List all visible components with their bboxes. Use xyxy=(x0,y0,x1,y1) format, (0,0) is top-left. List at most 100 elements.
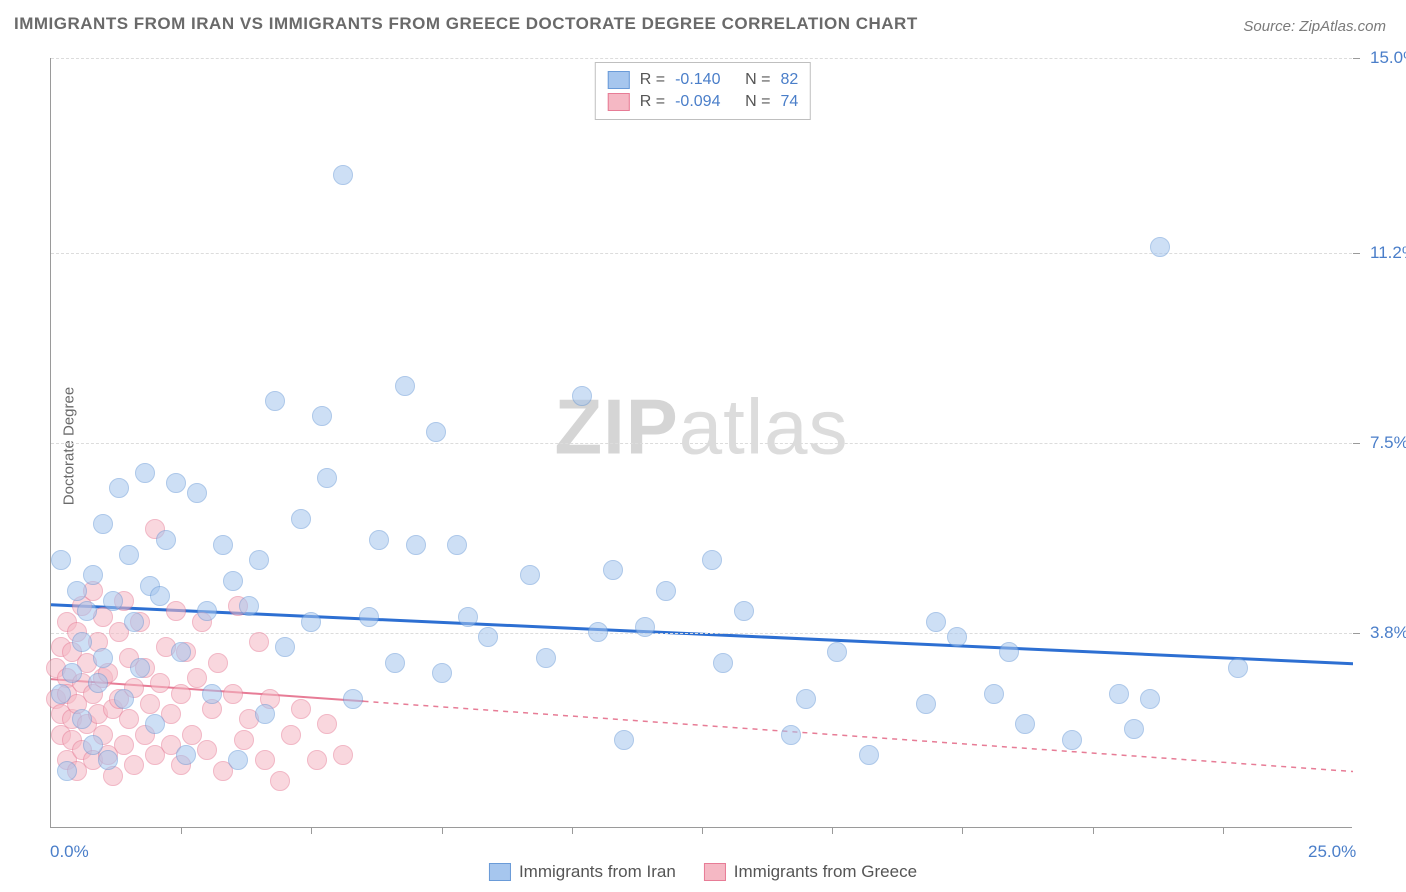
data-point-greece xyxy=(208,653,228,673)
legend-label-greece: Immigrants from Greece xyxy=(734,862,917,882)
x-tick-label: 0.0% xyxy=(50,842,89,862)
data-point-iran xyxy=(312,406,332,426)
x-tick xyxy=(702,827,703,834)
data-point-iran xyxy=(166,473,186,493)
data-point-greece xyxy=(166,601,186,621)
data-point-iran xyxy=(228,750,248,770)
n-value-iran: 82 xyxy=(780,71,798,89)
data-point-iran xyxy=(536,648,556,668)
data-point-greece xyxy=(255,750,275,770)
data-point-iran xyxy=(385,653,405,673)
x-tick xyxy=(442,827,443,834)
data-point-iran xyxy=(145,714,165,734)
data-point-iran xyxy=(109,478,129,498)
grid-line xyxy=(51,633,1352,634)
data-point-iran xyxy=(1140,689,1160,709)
data-point-iran xyxy=(1109,684,1129,704)
data-point-greece xyxy=(182,725,202,745)
data-point-iran xyxy=(275,637,295,657)
stats-row-greece: R = -0.094 N = 74 xyxy=(608,91,798,113)
data-point-iran xyxy=(1150,237,1170,257)
stats-legend: R = -0.140 N = 82 R = -0.094 N = 74 xyxy=(595,62,811,120)
data-point-iran xyxy=(197,601,217,621)
data-point-iran xyxy=(255,704,275,724)
data-point-iran xyxy=(588,622,608,642)
data-point-iran xyxy=(150,586,170,606)
data-point-iran xyxy=(478,627,498,647)
y-tick-label: 11.2% xyxy=(1370,243,1406,263)
y-tick xyxy=(1353,58,1360,59)
watermark: ZIPatlas xyxy=(554,382,848,473)
legend-label-iran: Immigrants from Iran xyxy=(519,862,676,882)
data-point-greece xyxy=(317,714,337,734)
data-point-iran xyxy=(781,725,801,745)
data-point-greece xyxy=(270,771,290,791)
data-point-iran xyxy=(72,709,92,729)
data-point-iran xyxy=(447,535,467,555)
stats-row-iran: R = -0.140 N = 82 xyxy=(608,69,798,91)
data-point-iran xyxy=(520,565,540,585)
y-tick xyxy=(1353,633,1360,634)
data-point-iran xyxy=(130,658,150,678)
data-point-iran xyxy=(395,376,415,396)
data-point-iran xyxy=(426,422,446,442)
data-point-iran xyxy=(635,617,655,637)
data-point-iran xyxy=(603,560,623,580)
data-point-iran xyxy=(223,571,243,591)
series-legend: Immigrants from Iran Immigrants from Gre… xyxy=(489,862,917,882)
data-point-iran xyxy=(239,596,259,616)
watermark-rest: atlas xyxy=(679,383,849,471)
data-point-iran xyxy=(614,730,634,750)
data-point-iran xyxy=(317,468,337,488)
data-point-iran xyxy=(796,689,816,709)
swatch-greece-b xyxy=(704,863,726,881)
data-point-iran xyxy=(98,750,118,770)
x-tick xyxy=(572,827,573,834)
data-point-iran xyxy=(1124,719,1144,739)
n-value-greece: 74 xyxy=(780,93,798,111)
correlation-chart: IMMIGRANTS FROM IRAN VS IMMIGRANTS FROM … xyxy=(0,0,1406,892)
plot-area: ZIPatlas xyxy=(50,58,1352,828)
data-point-iran xyxy=(916,694,936,714)
data-point-iran xyxy=(859,745,879,765)
data-point-iran xyxy=(333,165,353,185)
grid-line xyxy=(51,58,1352,59)
n-label-greece: N = xyxy=(745,93,770,111)
data-point-iran xyxy=(359,607,379,627)
legend-item-greece: Immigrants from Greece xyxy=(704,862,917,882)
grid-line xyxy=(51,443,1352,444)
data-point-iran xyxy=(67,581,87,601)
data-point-greece xyxy=(307,750,327,770)
n-label-iran: N = xyxy=(745,71,770,89)
y-tick-label: 3.8% xyxy=(1370,623,1406,643)
data-point-iran xyxy=(265,391,285,411)
data-point-iran xyxy=(249,550,269,570)
data-point-iran xyxy=(458,607,478,627)
data-point-iran xyxy=(135,463,155,483)
source-attribution: Source: ZipAtlas.com xyxy=(1243,18,1386,35)
data-point-iran xyxy=(1228,658,1248,678)
data-point-greece xyxy=(124,755,144,775)
data-point-iran xyxy=(51,684,71,704)
chart-title: IMMIGRANTS FROM IRAN VS IMMIGRANTS FROM … xyxy=(14,14,918,34)
data-point-iran xyxy=(1062,730,1082,750)
data-point-greece xyxy=(197,740,217,760)
data-point-greece xyxy=(223,684,243,704)
data-point-iran xyxy=(77,601,97,621)
source-label: Source: xyxy=(1243,18,1295,35)
y-tick-label: 7.5% xyxy=(1370,433,1406,453)
data-point-iran xyxy=(827,642,847,662)
data-point-iran xyxy=(103,591,123,611)
data-point-iran xyxy=(62,663,82,683)
data-point-iran xyxy=(156,530,176,550)
x-tick xyxy=(832,827,833,834)
swatch-iran-b xyxy=(489,863,511,881)
data-point-iran xyxy=(202,684,222,704)
x-tick xyxy=(962,827,963,834)
data-point-greece xyxy=(234,730,254,750)
data-point-iran xyxy=(702,550,722,570)
x-tick xyxy=(311,827,312,834)
y-tick xyxy=(1353,443,1360,444)
data-point-iran xyxy=(734,601,754,621)
data-point-iran xyxy=(947,627,967,647)
